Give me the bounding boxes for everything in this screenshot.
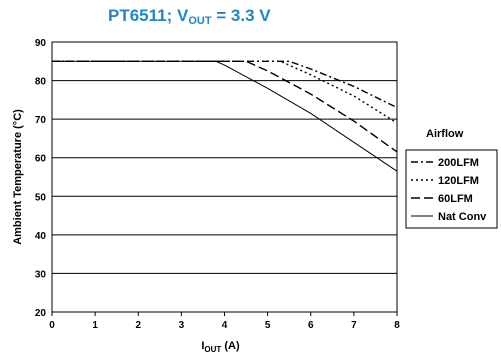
title-rest: = 3.3 V (211, 6, 271, 25)
series-lines (52, 60, 398, 172)
legend-label: 120LFM (438, 175, 479, 187)
series-line-120lfm (52, 60, 398, 124)
x-axis-label-sub: OUT (204, 345, 221, 354)
y-axis-label: Ambient Temperature (°C) (12, 109, 24, 245)
y-tick-label: 40 (35, 231, 47, 242)
x-tick-label: 7 (351, 320, 357, 331)
series-line-nat-conv (52, 60, 398, 172)
x-tick-label: 4 (222, 320, 228, 331)
y-tick-labels: 20 30 40 50 60 70 80 90 (35, 38, 47, 319)
x-axis-label: IOUT (A) (201, 340, 240, 354)
legend-title: Airflow (426, 128, 464, 140)
legend-label: 60LFM (438, 193, 473, 205)
x-tick-label: 1 (92, 320, 98, 331)
y-tick-label: 20 (35, 308, 47, 319)
title-main: PT6511; V (108, 6, 189, 25)
y-tick-label: 50 (35, 192, 47, 203)
legend-label: 200LFM (438, 157, 479, 169)
series-line-60lfm (52, 60, 398, 153)
grid-lines (51, 41, 398, 316)
x-tick-labels: 0 1 2 3 4 5 6 7 8 (49, 320, 400, 331)
chart-title: PT6511; VOUT = 3.3 V (108, 6, 271, 27)
y-tick-label: 70 (35, 115, 47, 126)
series-line-200lfm (52, 60, 398, 109)
x-tick-label: 0 (49, 320, 55, 331)
y-tick-label: 80 (35, 77, 47, 88)
y-tick-label: 90 (35, 38, 47, 49)
y-tick-label: 60 (35, 154, 47, 165)
plot-area-frame (51, 41, 398, 313)
title-subscript: OUT (188, 15, 212, 27)
legend: 200LFM 120LFM 60LFM Nat Conv (405, 149, 498, 229)
x-tick-label: 3 (179, 320, 185, 331)
legend-box (405, 149, 498, 229)
x-tick-label: 6 (308, 320, 314, 331)
y-tick-label: 30 (35, 269, 47, 280)
legend-label: Nat Conv (438, 211, 487, 223)
x-tick-label: 8 (394, 320, 400, 331)
x-tick-label: 2 (135, 320, 141, 331)
x-axis-label-main: I (201, 340, 204, 352)
x-axis-label-rest: (A) (221, 340, 240, 352)
x-tick-label: 5 (265, 320, 271, 331)
